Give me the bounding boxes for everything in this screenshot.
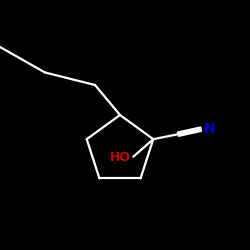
Text: HO: HO: [110, 152, 131, 164]
Text: N: N: [204, 122, 216, 136]
